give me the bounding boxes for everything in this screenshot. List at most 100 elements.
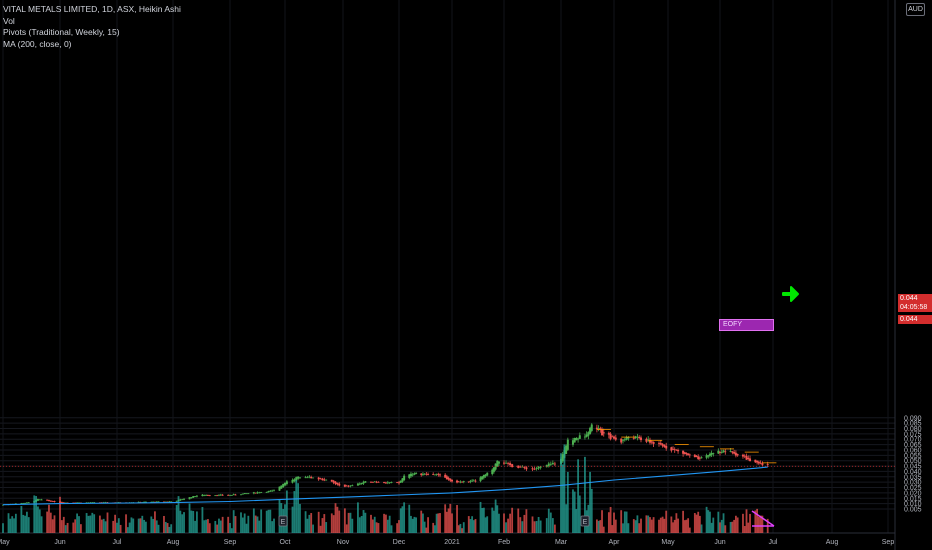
- volume-bar: [48, 504, 50, 533]
- volume-bar: [295, 479, 298, 533]
- volume-bar: [607, 512, 610, 533]
- volume-bar: [403, 502, 406, 533]
- candle-body: [571, 440, 574, 445]
- volume-bar: [240, 512, 242, 533]
- candle-body: [745, 456, 748, 460]
- volume-bar: [349, 512, 352, 533]
- volume-bar: [85, 513, 88, 533]
- candle-body: [583, 436, 586, 438]
- volume-bar: [166, 523, 169, 533]
- candle-body: [537, 466, 540, 469]
- candle-body: [724, 451, 727, 453]
- candle-body: [291, 479, 294, 483]
- candle-body: [589, 427, 592, 434]
- volume-bar: [675, 513, 678, 533]
- volume-bar: [62, 516, 65, 533]
- volume-bar: [547, 508, 550, 533]
- volume-bar: [445, 511, 448, 533]
- volume-bar: [537, 517, 540, 533]
- candle-body: [260, 492, 263, 493]
- volume-bar: [37, 506, 39, 533]
- candle-body: [712, 453, 715, 454]
- volume-bar: [427, 517, 429, 533]
- candle-body: [623, 439, 626, 441]
- candle-body: [181, 499, 184, 501]
- x-tick-label: 2021: [444, 539, 460, 546]
- candle-body: [413, 473, 416, 475]
- currency-button[interactable]: AUD: [906, 3, 925, 16]
- candle-body: [201, 494, 204, 497]
- candle-body: [168, 501, 171, 503]
- volume-bar: [321, 518, 324, 533]
- candle-body: [306, 477, 309, 479]
- candle-body: [206, 495, 209, 497]
- volume-bar: [35, 496, 37, 533]
- volume-bar: [2, 523, 4, 533]
- candle-body: [230, 494, 233, 496]
- candle-body: [484, 474, 487, 477]
- volume-bar: [461, 528, 463, 533]
- volume-bar: [509, 513, 512, 533]
- candle-body: [634, 436, 637, 439]
- volume-bar: [535, 521, 538, 533]
- volume-bar: [661, 516, 664, 533]
- candle-body: [409, 473, 412, 477]
- y-tick-label: 0.045: [904, 464, 922, 471]
- candle-body: [332, 480, 335, 483]
- candle-body: [551, 462, 554, 465]
- volume-bar: [227, 516, 230, 533]
- volume-bar: [563, 444, 566, 533]
- x-tick-label: Aug: [167, 539, 180, 546]
- volume-bar: [638, 523, 641, 533]
- earnings-marker: [580, 515, 590, 527]
- candle-body: [685, 453, 688, 455]
- volume-bar: [336, 506, 339, 533]
- volume-bar: [645, 515, 648, 533]
- volume-bar: [743, 526, 746, 533]
- volume-bar: [117, 518, 120, 533]
- volume-bar: [735, 515, 737, 533]
- candle-body: [396, 482, 399, 484]
- volume-bar: [682, 510, 684, 533]
- volume-bar: [273, 518, 275, 533]
- candle-body: [280, 485, 283, 489]
- candle-body: [370, 481, 372, 483]
- volume-bar: [24, 515, 26, 533]
- x-tick-label: Sep: [224, 539, 237, 546]
- candle-body: [170, 501, 173, 503]
- volume-bar: [104, 521, 107, 533]
- candle-body: [234, 494, 237, 496]
- candle-body: [221, 494, 224, 496]
- eofy-annotation[interactable]: EOFY: [719, 319, 774, 331]
- candle-body: [383, 482, 386, 483]
- volume-bar: [625, 511, 628, 533]
- candle-body: [433, 474, 436, 476]
- volume-bar: [623, 511, 626, 533]
- volume-bar: [745, 509, 748, 533]
- volume-bar: [61, 520, 63, 533]
- candle-body: [607, 432, 610, 435]
- volume-bar: [304, 511, 307, 533]
- volume-bar: [413, 516, 416, 533]
- volume-bar: [584, 456, 586, 533]
- volume-bar: [7, 513, 10, 533]
- volume-bar: [78, 516, 80, 533]
- volume-bar: [232, 510, 235, 533]
- volume-bar: [566, 471, 569, 533]
- volume-bar: [229, 522, 231, 533]
- candle-body: [415, 473, 418, 475]
- candle-body: [736, 454, 739, 456]
- candle-body: [652, 441, 655, 444]
- candle-body: [620, 438, 623, 443]
- volume-bar: [177, 496, 180, 533]
- volume-bar: [91, 512, 94, 533]
- volume-bar: [388, 515, 391, 533]
- volume-bar: [297, 483, 299, 533]
- volume-bar: [531, 516, 534, 533]
- volume-bar: [561, 464, 564, 533]
- candle-body: [330, 479, 333, 482]
- volume-bar: [545, 518, 548, 533]
- volume-bar: [139, 518, 142, 533]
- volume-bar: [72, 522, 75, 533]
